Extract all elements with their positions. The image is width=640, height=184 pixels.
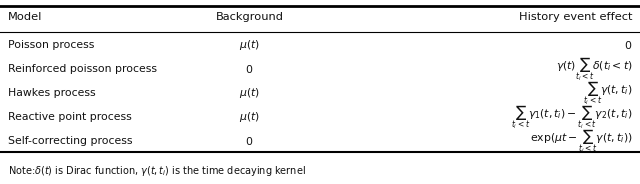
Text: Model: Model [8, 12, 42, 22]
Text: Background: Background [216, 12, 284, 22]
Text: $\mu(t)$: $\mu(t)$ [239, 110, 260, 124]
Text: $\gamma(t)\sum_{t_i<t}\delta(t_i<t)$: $\gamma(t)\sum_{t_i<t}\delta(t_i<t)$ [556, 55, 632, 83]
Text: Self-correcting process: Self-correcting process [8, 136, 132, 146]
Text: $0$: $0$ [624, 39, 632, 51]
Text: Poisson process: Poisson process [8, 40, 94, 50]
Text: $\exp(\mu t-\sum_{t_i<t}\gamma(t,t_i))$: $\exp(\mu t-\sum_{t_i<t}\gamma(t,t_i))$ [530, 127, 632, 155]
Text: $0$: $0$ [246, 135, 253, 147]
Text: $\sum_{t_i<t}\gamma(t,t_i)$: $\sum_{t_i<t}\gamma(t,t_i)$ [583, 79, 632, 107]
Text: Note:$\delta(t)$ is Dirac function, $\gamma(t,t_i)$ is the time decaying kernel: Note:$\delta(t)$ is Dirac function, $\ga… [8, 164, 306, 178]
Text: Reinforced poisson process: Reinforced poisson process [8, 64, 157, 74]
Text: $0$: $0$ [246, 63, 253, 75]
Text: $\mu(t)$: $\mu(t)$ [239, 86, 260, 100]
Text: Reactive point process: Reactive point process [8, 112, 131, 122]
Text: $\mu(t)$: $\mu(t)$ [239, 38, 260, 52]
Text: Hawkes process: Hawkes process [8, 88, 95, 98]
Text: $\sum_{t_i<t}\gamma_1(t,t_i)-\sum_{t_i<t}\gamma_2(t,t_i)$: $\sum_{t_i<t}\gamma_1(t,t_i)-\sum_{t_i<t… [511, 103, 632, 131]
Text: History event effect: History event effect [519, 12, 632, 22]
